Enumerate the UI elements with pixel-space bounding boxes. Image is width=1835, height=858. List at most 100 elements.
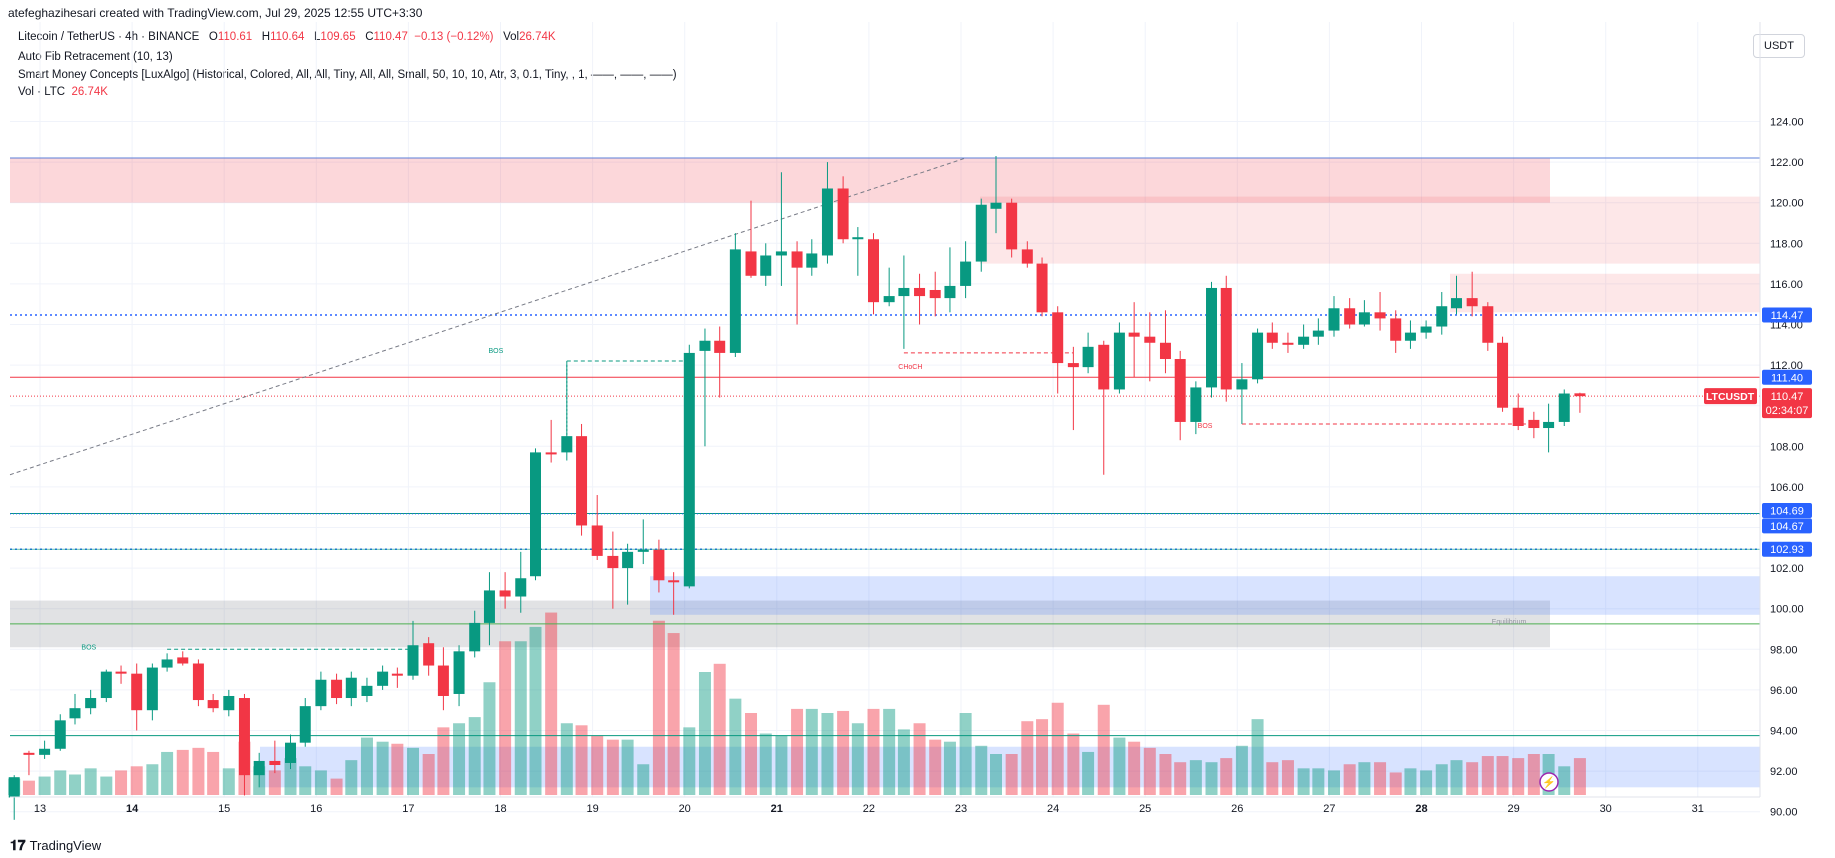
- legend-c-label: C: [365, 31, 374, 43]
- candle-body: [161, 659, 173, 668]
- candle-body: [576, 436, 588, 526]
- time-tick-label: 15: [218, 803, 230, 815]
- candle-body: [285, 742, 297, 763]
- volume-bar: [683, 727, 696, 795]
- currency-button[interactable]: USDT: [1753, 34, 1805, 58]
- volume-bar: [529, 626, 542, 795]
- candle-body: [929, 289, 941, 299]
- structure-label: BOS: [81, 644, 96, 651]
- candle-body: [299, 706, 311, 743]
- current-symbol-label: LTCUSDT: [1706, 391, 1755, 403]
- candle-body: [1236, 379, 1248, 390]
- candle-body: [960, 261, 972, 286]
- supply-demand-zone: [650, 576, 1760, 615]
- volume-bar: [1220, 758, 1233, 795]
- legend-smc[interactable]: Smart Money Concepts [LuxAlgo] (Historic…: [18, 69, 677, 81]
- time-tick-label: 18: [494, 803, 506, 815]
- legend-symbol-row: Litecoin / TetherUS · 4h · BINANCE O110.…: [18, 31, 556, 43]
- price-tick-label: 118.00: [1770, 238, 1803, 250]
- legend-volume-label[interactable]: Vol · LTC: [18, 86, 66, 98]
- volume-bar: [591, 735, 604, 795]
- volume-bar: [1481, 756, 1494, 795]
- price-tick-label: 94.00: [1770, 726, 1798, 738]
- legend-fib[interactable]: Auto Fib Retracement (10, 13): [18, 51, 173, 63]
- candle-body: [377, 671, 389, 686]
- legend-symbol[interactable]: Litecoin / TetherUS · 4h · BINANCE: [18, 31, 200, 43]
- candle-body: [1082, 346, 1094, 368]
- volume-bar: [1343, 764, 1356, 795]
- time-tick-label: 30: [1600, 803, 1612, 815]
- volume-bar: [360, 737, 373, 795]
- legend-h-label: H: [261, 31, 271, 43]
- volume-bar: [1159, 754, 1172, 795]
- candle-body: [1190, 387, 1202, 422]
- volume-bar: [975, 745, 988, 795]
- price-tick-label: 114.00: [1770, 320, 1803, 332]
- candle-body: [499, 590, 511, 597]
- structure-label: CHoCH: [898, 364, 922, 371]
- volume-bar: [1558, 766, 1571, 795]
- volume-bar: [867, 708, 880, 795]
- candle-body: [1328, 308, 1340, 331]
- legend-change: −0.13 (−0.12%): [414, 31, 494, 43]
- volume-bar: [1067, 733, 1080, 795]
- volume-bar: [22, 780, 35, 795]
- candle-body: [146, 667, 158, 711]
- volume-bar: [1021, 721, 1034, 795]
- candle-body: [1298, 336, 1310, 345]
- supply-demand-zone: [10, 158, 1550, 203]
- candle-body: [1358, 312, 1370, 325]
- candle-body: [653, 549, 665, 581]
- volume-bar: [1435, 764, 1448, 795]
- time-tick-label: 16: [310, 803, 322, 815]
- legend-high: 110.64: [270, 31, 305, 43]
- volume-bar: [222, 768, 235, 795]
- legend-vol: 26.74K: [519, 31, 556, 43]
- candle-body: [407, 645, 419, 676]
- price-tick-label: 108.00: [1770, 441, 1804, 453]
- time-tick-label: 27: [1323, 803, 1335, 815]
- volume-bar: [1051, 702, 1064, 795]
- candle-body: [821, 188, 833, 256]
- candle-body: [1144, 336, 1156, 343]
- candle-body: [714, 340, 726, 353]
- current-price-box: [1762, 388, 1812, 419]
- volume-bar: [1496, 756, 1509, 795]
- volume-bar: [453, 723, 466, 795]
- structure-label: BOS: [488, 348, 503, 355]
- volume-bar: [499, 641, 512, 795]
- candle-body: [745, 251, 757, 276]
- time-tick-label: 25: [1139, 803, 1151, 815]
- volume-bar: [1328, 770, 1341, 795]
- volume-bar: [100, 776, 113, 795]
- candle-body: [791, 251, 803, 268]
- candle-body: [207, 700, 219, 709]
- price-label-box: [1762, 541, 1812, 557]
- volume-bar: [1374, 762, 1387, 795]
- candle-body: [223, 695, 235, 711]
- volume-bar: [376, 741, 389, 795]
- volume-bar: [130, 766, 143, 795]
- volume-bar: [176, 749, 189, 795]
- volume-bar: [729, 698, 742, 795]
- volume-bar: [1466, 762, 1479, 795]
- candle-body: [1574, 393, 1586, 397]
- volume-bar: [1450, 760, 1463, 795]
- volume-bar: [560, 723, 573, 795]
- volume-bar: [1527, 754, 1540, 795]
- volume-bar: [959, 713, 972, 795]
- candle-body: [914, 287, 926, 297]
- volume-bar: [1174, 762, 1187, 795]
- candle-body: [1404, 332, 1416, 341]
- volume-bar: [345, 760, 358, 795]
- price-label-box: [1762, 369, 1812, 385]
- time-tick-label: 19: [586, 803, 598, 815]
- candle-body: [868, 239, 880, 303]
- candle-body: [990, 202, 1002, 209]
- price-tick-label: 124.00: [1770, 117, 1804, 129]
- volume-bar: [1005, 754, 1018, 795]
- current-price-label: 110.47: [1771, 391, 1804, 403]
- candle-body: [1252, 332, 1264, 380]
- candle-body: [775, 251, 787, 256]
